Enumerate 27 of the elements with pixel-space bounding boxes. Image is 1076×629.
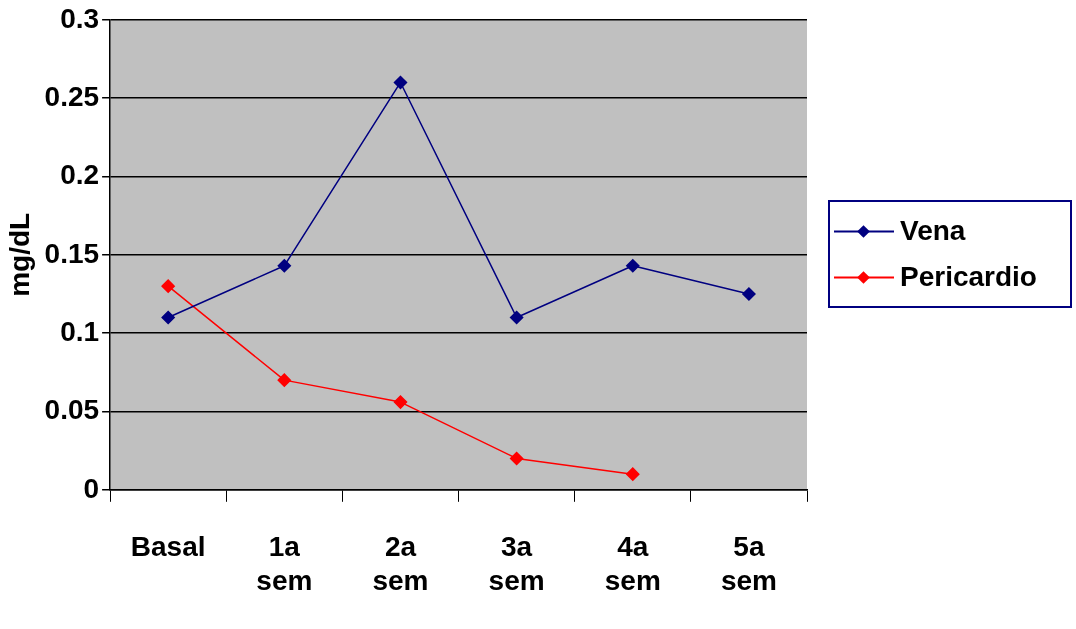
- point: [509, 310, 524, 325]
- x-tick-label: 5a sem: [720, 531, 777, 596]
- x-tick-label: 3a sem: [488, 531, 545, 596]
- y-tick-label: 0.2: [60, 159, 100, 191]
- point: [161, 279, 175, 293]
- y-tick-label: 0.05: [44, 394, 100, 426]
- point: [742, 287, 756, 301]
- x-tick-label: 2a sem: [372, 531, 429, 596]
- y-tick-label: 0.1: [60, 315, 100, 347]
- legend-label: Pericardio: [900, 261, 1037, 293]
- point: [626, 467, 640, 481]
- x-tick-label: 1a sem: [256, 531, 313, 596]
- y-tick-label: 0.15: [44, 237, 100, 269]
- y-axis-title: mg/dL: [3, 212, 35, 297]
- y-tick-label: 0.3: [60, 2, 100, 34]
- point: [393, 75, 408, 90]
- y-tick-label: 0.25: [44, 80, 100, 112]
- point: [277, 373, 292, 387]
- point: [626, 259, 640, 273]
- x-tick-label: Basal: [130, 531, 206, 563]
- legend-label: Vena: [900, 215, 966, 247]
- point: [277, 259, 292, 273]
- point: [161, 310, 175, 325]
- y-tick-label: 0: [83, 472, 100, 504]
- point: [393, 395, 408, 409]
- x-tick-label: 4a sem: [604, 531, 661, 596]
- point: [509, 451, 524, 466]
